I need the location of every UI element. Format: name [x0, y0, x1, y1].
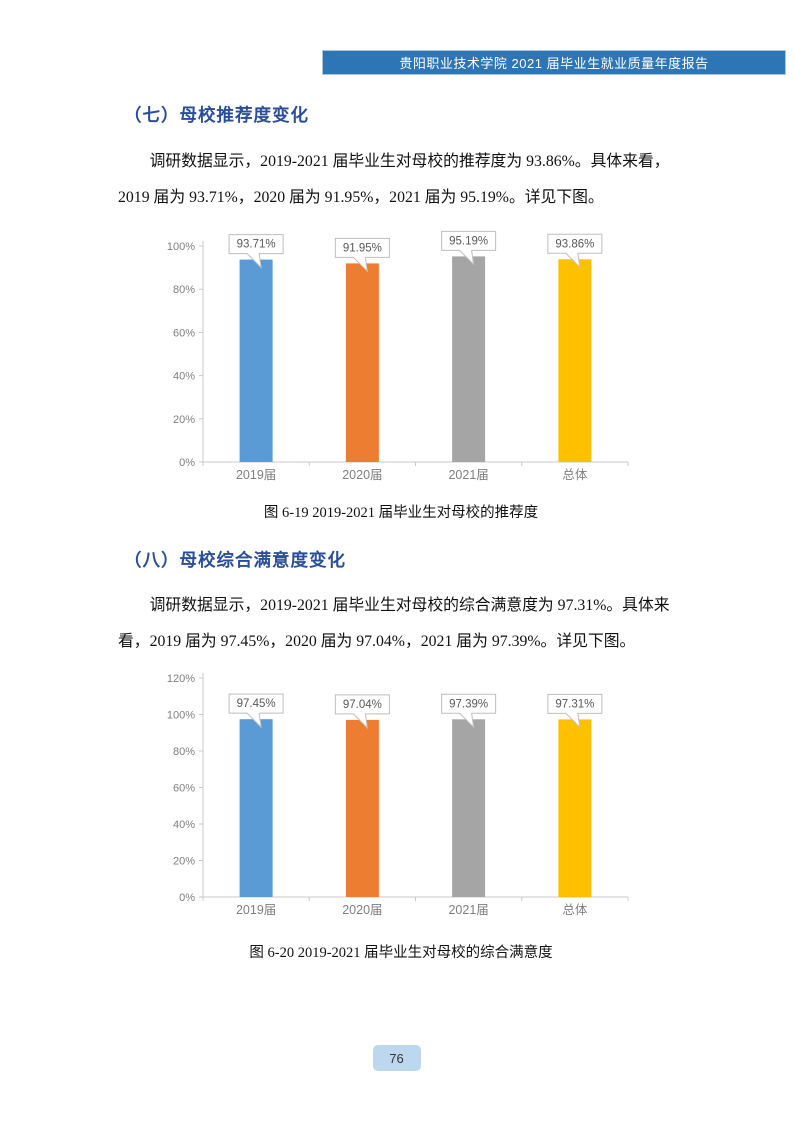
data-label: 97.04% — [343, 699, 382, 711]
section-8-heading: （八）母校综合满意度变化 — [124, 550, 346, 570]
bar-2019届 — [239, 719, 273, 897]
section-8-paragraph: 调研数据显示，2019-2021 届毕业生对母校的综合满意度为 97.31%。具… — [118, 588, 684, 660]
bar-总体 — [558, 259, 592, 462]
figure-6-19-caption: 图 6-19 2019-2021 届毕业生对母校的推荐度 — [263, 505, 539, 521]
data-label: 95.19% — [449, 235, 488, 247]
x-axis-category-label: 总体 — [562, 468, 588, 482]
data-label-callout — [441, 693, 497, 729]
paragraph-line: 看，2019 届为 97.45%，2020 届为 97.04%，2021 届为 … — [118, 633, 636, 650]
y-axis-tick-label: 20% — [173, 856, 195, 868]
report-header-banner: 贵阳职业技术学院 2021 届毕业生就业质量年度报告 — [322, 50, 786, 75]
bar-2021届 — [452, 256, 486, 462]
data-label-callout — [334, 237, 390, 273]
bar-2021届 — [452, 719, 486, 897]
bar-chart-canvas: 0% 20% 40% 60% 80% 100% 120% 97.45% 2019届 97.04% 2… — [167, 673, 629, 917]
data-label: 97.39% — [449, 698, 488, 710]
x-axis-category-label: 总体 — [562, 903, 588, 917]
data-label-callout — [547, 233, 603, 269]
y-axis-tick-label: 60% — [173, 327, 195, 339]
y-axis-tick-label: 20% — [173, 414, 195, 426]
paragraph-line: 调研数据显示，2019-2021 届毕业生对母校的推荐度为 93.86%。具体来… — [149, 153, 670, 170]
section-7-paragraph: 调研数据显示，2019-2021 届毕业生对母校的推荐度为 93.86%。具体来… — [118, 144, 684, 216]
paragraph-line: 2019 届为 93.71%，2020 届为 91.95%，2021 届为 95… — [118, 189, 604, 206]
y-axis-tick-label: 40% — [173, 371, 195, 383]
data-label-callout — [228, 693, 284, 729]
bar-2019届 — [239, 259, 273, 462]
bar-总体 — [558, 719, 592, 897]
data-label-callout — [334, 694, 390, 730]
page-number: 76 — [389, 1050, 404, 1066]
y-axis-tick-label: 40% — [173, 819, 195, 831]
x-axis-category-label: 2020届 — [342, 468, 382, 482]
y-axis-tick-label: 0% — [179, 892, 195, 904]
figure-6-20-caption: 图 6-20 2019-2021 届毕业生对母校的综合满意度 — [249, 945, 553, 961]
y-axis-tick-label: 80% — [173, 746, 195, 758]
y-axis-tick-label: 120% — [167, 673, 195, 685]
page-number-badge: 76 — [372, 1045, 421, 1071]
data-label-callout — [441, 230, 497, 266]
y-axis-tick-label: 0% — [179, 457, 195, 469]
data-label: 97.45% — [237, 698, 276, 710]
bar-2020届 — [345, 719, 379, 897]
bar-chart-canvas: 0% 20% 40% 60% 80% 100% 93.71% 2019届 91.95% 2020届… — [167, 230, 629, 482]
x-axis-category-label: 2019届 — [236, 903, 276, 917]
y-axis-tick-label: 80% — [173, 284, 195, 296]
y-axis-tick-label: 100% — [167, 710, 195, 722]
data-label-callout — [228, 234, 284, 270]
y-axis-tick-label: 100% — [167, 241, 195, 253]
paragraph-line: 调研数据显示，2019-2021 届毕业生对母校的综合满意度为 97.31%。具… — [149, 597, 670, 614]
report-header-title: 贵阳职业技术学院 2021 届毕业生就业质量年度报告 — [399, 56, 709, 71]
y-axis-tick-label: 60% — [173, 783, 195, 795]
x-axis-category-label: 2021届 — [448, 903, 488, 917]
x-axis-category-label: 2019届 — [236, 468, 276, 482]
section-7-heading: （七）母校推荐度变化 — [124, 105, 309, 125]
figure-6-19-bar-chart: 0% 20% 40% 60% 80% 100% 93.71% 2019届 91.95% 2020届… — [160, 226, 660, 490]
data-label: 93.71% — [237, 239, 276, 251]
bar-2020届 — [345, 263, 379, 462]
x-axis-category-label: 2021届 — [448, 468, 488, 482]
figure-6-20-bar-chart: 0% 20% 40% 60% 80% 100% 120% 97.45% 2019届 97.04% 2… — [160, 670, 660, 925]
data-label: 91.95% — [343, 242, 382, 254]
x-axis-category-label: 2020届 — [342, 903, 382, 917]
data-label: 93.86% — [555, 238, 594, 250]
data-label: 97.31% — [555, 698, 594, 710]
data-label-callout — [547, 693, 603, 729]
